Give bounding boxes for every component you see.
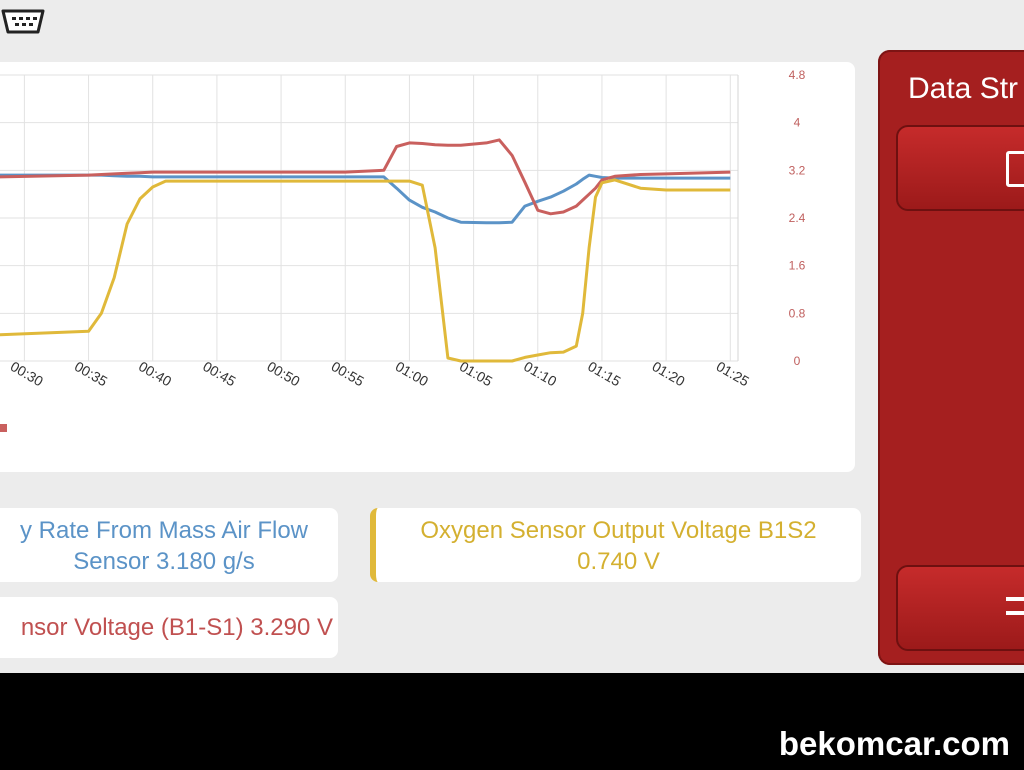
y-tick-label: 1.6: [789, 259, 806, 273]
x-tick-label: 01:10: [521, 358, 560, 389]
reading-line: Oxygen Sensor Output Voltage B1S2: [420, 517, 817, 544]
panel-button[interactable]: [896, 125, 1024, 211]
y-tick-label: 4.8: [789, 68, 806, 82]
side-panel: Data Str: [878, 50, 1024, 665]
x-tick-label: 01:20: [649, 358, 688, 389]
watermark: bekomcar.com: [778, 725, 1010, 762]
chart: 0 0.8 1.6 2.4 3.2 4 4.8 00:30 00:35 00:40 00:45 00:…: [0, 68, 806, 432]
series-marker: [0, 424, 7, 432]
x-tick-label: 00:50: [264, 358, 303, 389]
x-tick-label: 01:15: [585, 358, 624, 389]
x-tick-label: 00:35: [72, 358, 111, 389]
reading-card[interactable]: [0, 508, 338, 582]
y-tick-label: 2.4: [789, 211, 806, 225]
series-line: [0, 178, 731, 363]
reading-text: Oxygen Sensor Output Voltage B1S2 0.740 V: [376, 515, 861, 577]
y-tick-label: 4: [794, 116, 801, 130]
y-tick-label: 0.8: [789, 306, 806, 320]
panel-title: Data Str: [908, 72, 1019, 105]
x-tick-label: 01:05: [457, 358, 496, 389]
connector-icon: [1, 9, 45, 34]
bottom-bar: bekomcar.com: [0, 673, 1024, 770]
reading-line: Sensor 3.180 g/s: [73, 548, 255, 575]
y-tick-label: 0: [794, 354, 801, 368]
x-tick-label: 00:30: [8, 358, 47, 389]
y-tick-label: 3.2: [789, 163, 806, 177]
button-icon: [1006, 611, 1024, 615]
reading-line: y Rate From Mass Air Flow: [19, 517, 309, 544]
reading-text: y Rate From Mass Air Flow Sensor 3.180 g/…: [0, 515, 338, 577]
x-tick-label: 01:25: [714, 358, 753, 389]
x-tick-label: 00:55: [329, 358, 368, 389]
panel-button[interactable]: [896, 565, 1024, 651]
series-line: [0, 138, 731, 216]
series-line: [0, 173, 731, 225]
button-icon: [1006, 151, 1024, 187]
reading-card[interactable]: [0, 597, 338, 658]
button-icon: [1006, 597, 1024, 601]
reading-text: nsor Voltage (B1-S1) 3.290 V: [0, 612, 338, 643]
x-tick-label: 00:40: [136, 358, 175, 389]
reading-card[interactable]: [370, 508, 861, 582]
x-tick-label: 00:45: [200, 358, 239, 389]
chart-card: [0, 62, 855, 472]
x-tick-label: 01:00: [393, 358, 432, 389]
reading-line: nsor Voltage (B1-S1) 3.290 V: [20, 614, 333, 641]
reading-line: 0.740 V: [577, 548, 660, 575]
